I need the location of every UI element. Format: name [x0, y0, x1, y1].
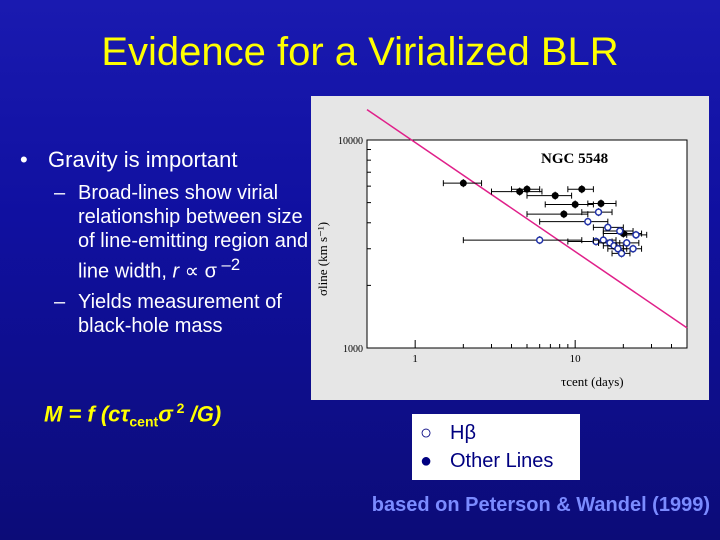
bullet-gravity: • Gravity is important — [20, 145, 310, 175]
data-point-hbeta — [617, 249, 626, 258]
chart-panel: 1 10 1000 10000 NGC 5548 τcent (days) σline… — [311, 96, 709, 400]
legend-label-other: Other Lines — [450, 450, 554, 472]
x-tick-label: 1 — [412, 353, 418, 365]
slide-title: Evidence for a Virialized BLR — [101, 30, 619, 74]
mass-formula: M = f (cτcentσ 2 /G) — [44, 400, 221, 430]
legend-item-other: ● Other Lines — [420, 450, 553, 473]
legend-label-hbeta: Hβ — [450, 422, 476, 444]
data-point-hbeta — [599, 236, 608, 244]
data-point-hbeta — [614, 245, 622, 253]
filled-circle-icon: ● — [420, 450, 433, 472]
sub-bullet-virial-text: Broad-lines show virial relationship bet… — [78, 182, 309, 283]
chart-legend: ○ Hβ ● Other Lines — [412, 414, 580, 480]
proportional-sigma: ∝ σ — [179, 260, 217, 283]
bullet-gravity-text: Gravity is important — [48, 147, 238, 172]
data-point-other — [597, 200, 605, 208]
formula-sigma: σ — [158, 401, 173, 427]
formula-subscript: cent — [129, 413, 159, 430]
data-point-hbeta — [584, 217, 592, 226]
data-point-hbeta — [632, 231, 640, 239]
data-point-other — [560, 210, 568, 218]
x-axis-label: τcent (days) — [561, 374, 624, 389]
sub-bullet-dash: – — [54, 290, 66, 313]
data-point-hbeta — [604, 223, 612, 232]
data-point-hbeta — [629, 245, 637, 253]
formula-end: /G) — [184, 401, 222, 427]
sub-bullet-mass: – Yields measurement of black-hole mass — [20, 290, 310, 338]
y-axis-label: σline (km s⁻¹) — [315, 222, 330, 296]
data-point-hbeta — [622, 239, 631, 247]
data-point-hbeta — [594, 208, 603, 216]
y-tick-label: 1000 — [343, 344, 363, 355]
open-circle-icon: ○ — [420, 422, 433, 444]
citation: based on Peterson & Wandel (1999) — [371, 494, 710, 516]
exponent: –2 — [216, 255, 241, 274]
data-point-other — [578, 185, 586, 193]
data-point-other — [516, 188, 524, 196]
sub-bullet-dash: – — [54, 182, 66, 204]
data-point-hbeta — [616, 227, 624, 235]
fit-line — [366, 108, 688, 329]
bullet-list: • Gravity is important – Broad-lines show… — [20, 145, 310, 338]
data-point-other — [551, 192, 559, 200]
data-point-hbeta — [535, 236, 544, 244]
sub-bullet-mass-text: Yields measurement of black-hole mass — [78, 290, 282, 337]
x-tick-label: 10 — [570, 353, 582, 365]
legend-item-hbeta: ○ Hβ — [420, 422, 476, 445]
plot-area — [366, 139, 688, 349]
bullet-marker: • — [20, 147, 28, 172]
data-point-other — [523, 185, 531, 193]
radius-symbol: r — [172, 260, 180, 283]
data-point-other — [459, 179, 467, 187]
formula-superscript: 2 — [172, 400, 185, 416]
data-point-other — [571, 200, 579, 208]
scatter-chart: 1 10 1000 10000 NGC 5548 τcent (days) σline… — [311, 96, 709, 400]
y-tick-label: 10000 — [338, 136, 363, 147]
formula-main: M = f (cτ — [44, 401, 130, 427]
chart-title: NGC 5548 — [541, 151, 608, 167]
sub-bullet-virial: – Broad-lines show virial relationship b… — [20, 181, 310, 284]
